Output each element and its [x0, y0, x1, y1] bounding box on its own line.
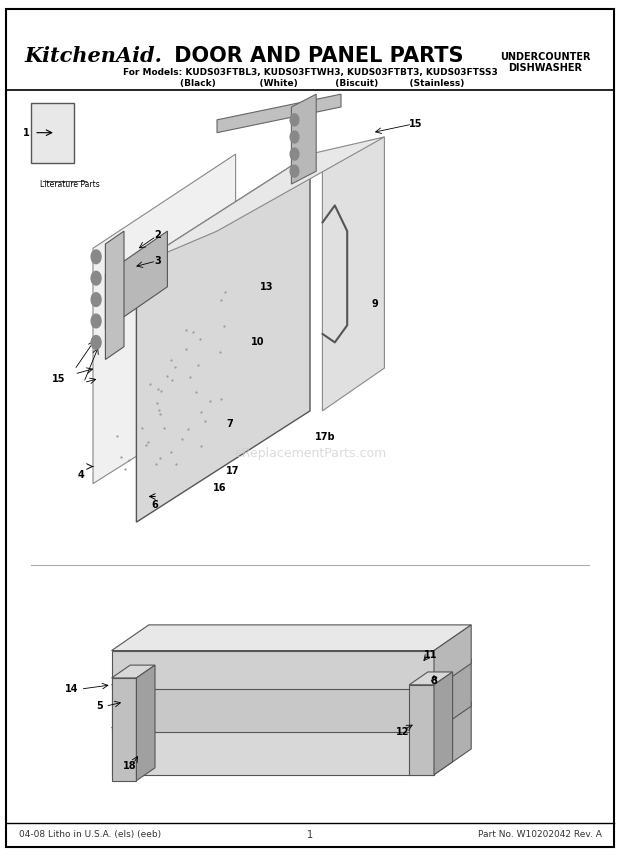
Text: 15: 15 — [409, 119, 423, 129]
Text: 2: 2 — [155, 230, 161, 241]
Polygon shape — [322, 137, 384, 411]
Circle shape — [91, 293, 101, 306]
Text: 17b: 17b — [315, 431, 336, 442]
Circle shape — [91, 336, 101, 349]
Text: 7: 7 — [226, 419, 232, 429]
Polygon shape — [434, 672, 453, 775]
Text: UNDERCOUNTER: UNDERCOUNTER — [500, 52, 591, 62]
Text: 4: 4 — [78, 470, 84, 480]
Text: 6: 6 — [152, 500, 158, 510]
Polygon shape — [112, 665, 155, 678]
Text: 5: 5 — [96, 701, 102, 711]
Circle shape — [290, 148, 299, 160]
Polygon shape — [112, 625, 471, 651]
Text: KitchenAid.: KitchenAid. — [25, 45, 162, 66]
Polygon shape — [291, 94, 316, 184]
Bar — [31, 103, 74, 163]
Polygon shape — [105, 231, 167, 330]
Text: 10: 10 — [250, 337, 264, 348]
Text: 16: 16 — [213, 483, 227, 493]
Polygon shape — [105, 231, 124, 360]
Circle shape — [290, 131, 299, 143]
Polygon shape — [112, 678, 136, 781]
Text: eReplacementParts.com: eReplacementParts.com — [234, 447, 386, 461]
Text: (Black)              (White)            (Biscuit)          (Stainless): (Black) (White) (Biscuit) (Stainless) — [156, 79, 464, 87]
Text: 1: 1 — [23, 128, 30, 138]
Polygon shape — [136, 137, 384, 265]
Text: 1: 1 — [307, 829, 313, 840]
Circle shape — [290, 165, 299, 177]
Text: For Models: KUDS03FTBL3, KUDS03FTWH3, KUDS03FTBT3, KUDS03FTSS3: For Models: KUDS03FTBL3, KUDS03FTWH3, KU… — [123, 68, 497, 77]
Text: Part No. W10202042 Rev. A: Part No. W10202042 Rev. A — [477, 830, 601, 839]
Text: 17: 17 — [226, 466, 239, 476]
Text: 11: 11 — [424, 650, 438, 660]
Circle shape — [91, 314, 101, 328]
Text: 18: 18 — [123, 761, 137, 771]
Polygon shape — [112, 659, 471, 685]
Polygon shape — [136, 154, 310, 522]
Circle shape — [290, 114, 299, 126]
Polygon shape — [409, 672, 453, 685]
Polygon shape — [434, 702, 471, 775]
Polygon shape — [112, 702, 471, 728]
Text: 04-08 Litho in U.S.A. (els) (eeb): 04-08 Litho in U.S.A. (els) (eeb) — [19, 830, 161, 839]
Circle shape — [91, 271, 101, 285]
Text: DISHWASHER: DISHWASHER — [508, 62, 583, 73]
Polygon shape — [434, 659, 471, 732]
Text: 8: 8 — [430, 675, 438, 686]
Text: 14: 14 — [64, 684, 78, 694]
Polygon shape — [434, 625, 471, 689]
Polygon shape — [217, 94, 341, 133]
Text: 13: 13 — [260, 282, 273, 292]
Text: Literature Parts: Literature Parts — [40, 180, 100, 189]
Polygon shape — [136, 665, 155, 781]
Polygon shape — [409, 685, 434, 775]
Text: DOOR AND PANEL PARTS: DOOR AND PANEL PARTS — [167, 45, 464, 66]
Text: 3: 3 — [155, 256, 161, 266]
Polygon shape — [93, 154, 236, 484]
Text: 9: 9 — [372, 299, 378, 309]
Polygon shape — [112, 685, 434, 732]
Text: 12: 12 — [396, 727, 410, 737]
Circle shape — [91, 250, 101, 264]
Text: 15: 15 — [52, 374, 66, 384]
Polygon shape — [112, 728, 434, 775]
Polygon shape — [112, 651, 434, 689]
